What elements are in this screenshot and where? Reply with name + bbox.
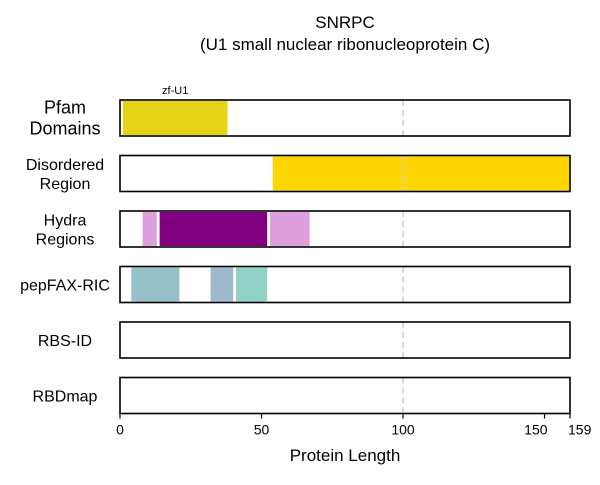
segment-pepfax-ric-3 xyxy=(236,267,268,302)
x-tick-label-0: 0 xyxy=(116,422,124,438)
track-label-pepfax-ric: pepFAX-RIC xyxy=(20,278,110,295)
segment-hydra-regions-3 xyxy=(270,212,310,246)
track-box-border-rbs-id xyxy=(119,321,571,359)
x-tick-label-100: 100 xyxy=(391,422,415,438)
track-label-disordered-region-line-1: Disordered xyxy=(26,157,104,174)
track-box-border-rbdmap xyxy=(119,376,571,415)
track-box-bg-rbs-id xyxy=(120,322,570,358)
segment-pfam-domains-1 xyxy=(122,101,228,135)
chart-subtitle: (U1 small nuclear ribonucleoprotein C) xyxy=(200,35,490,54)
track-label-pfam-domains-line-2: Domains xyxy=(29,119,100,139)
track-label-disordered-region-line-2: Region xyxy=(40,176,91,193)
segment-hydra-regions-2 xyxy=(159,212,268,246)
track-box-bg-pepfax-ric xyxy=(120,266,570,303)
segment-label-pfam-domains-1: zf-U1 xyxy=(162,85,188,97)
x-tick-label-50: 50 xyxy=(254,422,270,438)
segment-disordered-region-1 xyxy=(272,156,570,191)
track-label-rbs-id: RBS-ID xyxy=(38,333,92,350)
segment-hydra-regions-1 xyxy=(142,212,157,246)
segment-pepfax-ric-1 xyxy=(131,267,180,302)
track-box-border-pfam-domains xyxy=(119,99,571,137)
track-label-hydra-regions-line-2: Regions xyxy=(36,232,95,249)
chart-title: SNRPC xyxy=(315,13,375,32)
x-tick-label-150: 150 xyxy=(524,422,548,438)
x-tick-label-159: 159 xyxy=(568,422,592,438)
track-label-rbdmap: RBDmap xyxy=(33,389,98,406)
track-box-border-disordered-region xyxy=(119,154,571,193)
x-axis: 0 50 100 150 159 xyxy=(116,413,592,438)
track-label-hydra-regions-line-1: Hydra xyxy=(44,213,87,230)
segment-pepfax-ric-2 xyxy=(210,267,234,302)
track-box-border-pepfax-ric xyxy=(119,265,571,304)
x-axis-label: Protein Length xyxy=(290,446,401,465)
track-box-bg-rbdmap xyxy=(120,377,570,414)
track-label-pfam-domains-line-1: Pfam xyxy=(44,98,86,118)
track-box-border-hydra-regions xyxy=(119,210,571,248)
